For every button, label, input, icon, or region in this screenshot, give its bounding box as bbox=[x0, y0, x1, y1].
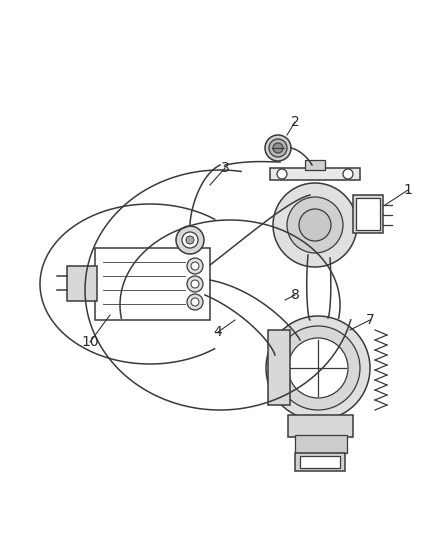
Bar bbox=[67, 266, 97, 301]
Text: 10: 10 bbox=[81, 335, 99, 349]
Circle shape bbox=[286, 197, 342, 253]
Bar bbox=[294, 453, 344, 471]
Text: 3: 3 bbox=[220, 161, 229, 175]
Circle shape bbox=[191, 262, 198, 270]
Text: 2: 2 bbox=[290, 115, 299, 129]
Bar bbox=[355, 198, 379, 230]
Bar bbox=[299, 456, 339, 468]
Circle shape bbox=[187, 276, 202, 292]
Text: 8: 8 bbox=[290, 288, 299, 302]
Bar bbox=[294, 435, 346, 453]
Bar bbox=[352, 195, 382, 233]
Text: 7: 7 bbox=[365, 313, 374, 327]
Circle shape bbox=[276, 326, 359, 410]
Circle shape bbox=[191, 280, 198, 288]
Circle shape bbox=[187, 294, 202, 310]
Bar bbox=[269, 168, 359, 180]
Circle shape bbox=[276, 169, 286, 179]
Circle shape bbox=[176, 226, 204, 254]
Circle shape bbox=[187, 258, 202, 274]
Bar bbox=[304, 160, 324, 170]
Circle shape bbox=[182, 232, 198, 248]
Circle shape bbox=[191, 298, 198, 306]
Circle shape bbox=[268, 139, 286, 157]
Bar bbox=[287, 415, 352, 437]
Circle shape bbox=[272, 183, 356, 267]
Circle shape bbox=[287, 338, 347, 398]
Circle shape bbox=[265, 316, 369, 420]
Circle shape bbox=[342, 169, 352, 179]
Text: 4: 4 bbox=[213, 325, 222, 339]
Circle shape bbox=[272, 143, 283, 153]
Bar bbox=[267, 330, 290, 405]
Circle shape bbox=[298, 209, 330, 241]
Circle shape bbox=[265, 135, 290, 161]
Bar bbox=[95, 248, 209, 320]
Circle shape bbox=[186, 236, 194, 244]
Text: 1: 1 bbox=[403, 183, 411, 197]
